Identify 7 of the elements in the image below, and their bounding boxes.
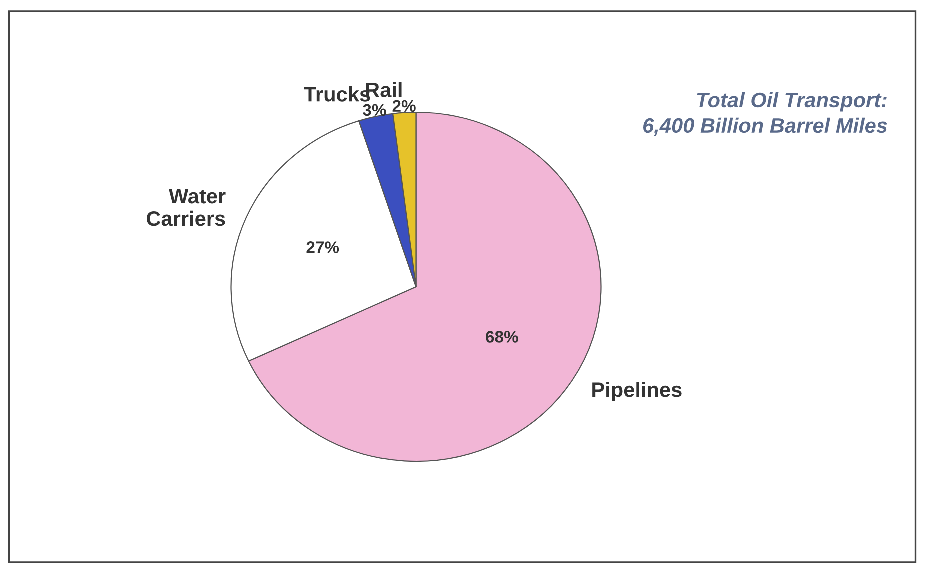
slice-label: Pipelines (592, 382, 682, 402)
data-label: 27% (306, 242, 340, 254)
slice-label: Water Carriers (147, 189, 226, 226)
data-label: 3% (363, 104, 386, 116)
data-label: 68% (486, 331, 518, 343)
text: Total Oil Transport: 6,400 Billion Barrel Miles (644, 92, 888, 136)
data-label: 2% (392, 100, 416, 112)
